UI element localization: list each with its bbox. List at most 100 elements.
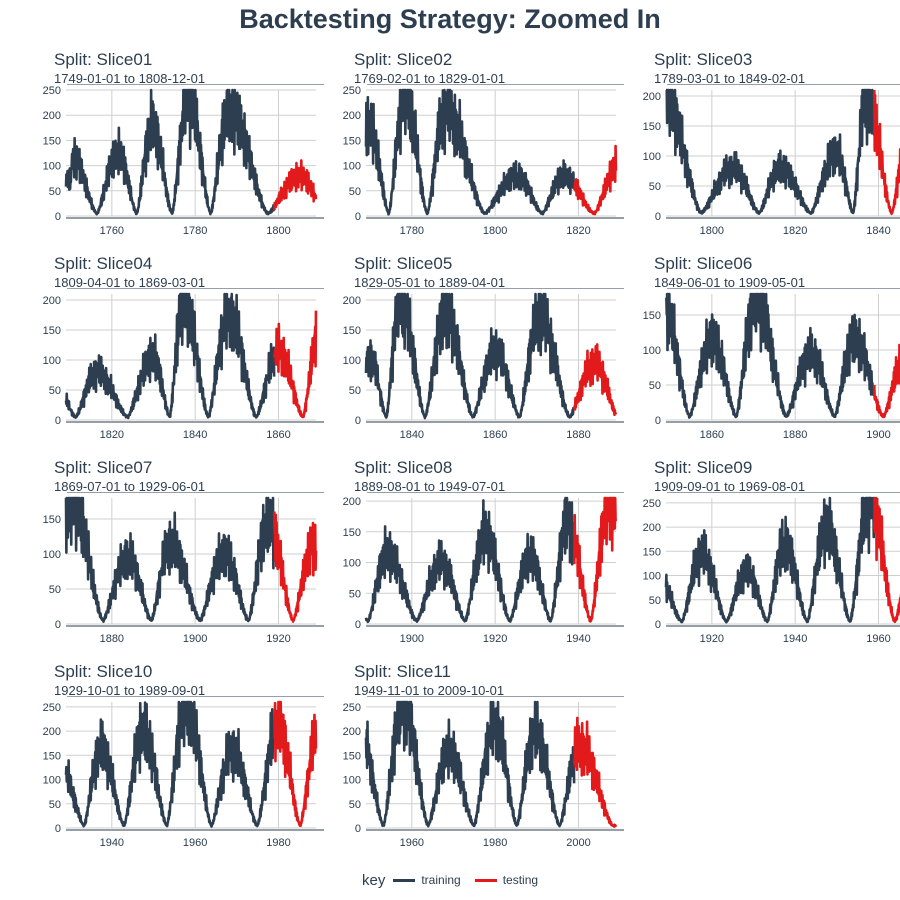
legend-swatch-training — [393, 878, 416, 882]
y-tick-label: 150 — [343, 325, 361, 337]
training-line — [364, 700, 576, 828]
training-line — [665, 292, 876, 419]
y-tick-label: 0 — [355, 211, 361, 223]
y-tick-label: 200 — [343, 726, 361, 738]
testing-line — [273, 310, 318, 419]
y-tick-label: 100 — [643, 151, 661, 163]
x-tick-label: 1840 — [183, 429, 207, 441]
y-tick-label: 0 — [55, 415, 61, 427]
panel-plot: 0 50 100 150 1860 1880 1900 — [643, 288, 900, 441]
testing-line — [573, 144, 618, 216]
x-tick-label: 1960 — [400, 837, 424, 849]
x-tick-label: 1920 — [483, 633, 507, 645]
panel-title: Split: Slice08 — [354, 458, 453, 477]
testing-line — [573, 496, 618, 623]
x-tick-label: 1820 — [100, 429, 124, 441]
legend-item-testing: testing — [474, 873, 539, 887]
y-tick-label: 200 — [343, 496, 361, 508]
y-tick-label: 150 — [43, 750, 61, 762]
panel-subtitle: 1809-04-01 to 1869-03-01 — [54, 275, 206, 290]
y-tick-label: 150 — [43, 325, 61, 337]
y-tick-label: 200 — [643, 91, 661, 103]
panel-title: Split: Slice09 — [654, 458, 753, 477]
y-tick-label: 100 — [643, 345, 661, 357]
y-tick-label: 0 — [655, 415, 661, 427]
y-tick-label: 100 — [643, 571, 661, 583]
y-tick-label: 200 — [43, 110, 61, 122]
panel-plot: 0 50 100 150 200 250 1960 1980 2000 — [343, 696, 624, 849]
y-tick-label: 50 — [649, 181, 661, 193]
x-tick-label: 1980 — [266, 837, 290, 849]
y-tick-label: 0 — [655, 619, 661, 631]
panel-plot: 0 50 100 150 200 250 1760 1780 1800 — [43, 84, 324, 237]
testing-line — [873, 496, 900, 624]
panel-slice11: Split: Slice11 1949-11-01 to 2009-10-01 0 5… — [343, 662, 644, 852]
panel-plot: 0 50 100 150 1880 1900 1920 — [43, 492, 324, 645]
x-tick-label: 1800 — [700, 225, 724, 237]
y-tick-label: 100 — [43, 161, 61, 173]
panel-subtitle: 1909-09-01 to 1969-08-01 — [654, 479, 806, 494]
y-tick-label: 250 — [343, 702, 361, 714]
y-tick-label: 200 — [343, 110, 361, 122]
x-tick-label: 1860 — [266, 429, 290, 441]
y-tick-label: 0 — [55, 619, 61, 631]
x-tick-label: 1880 — [566, 429, 590, 441]
legend-label-testing: testing — [502, 873, 539, 887]
testing-line — [573, 343, 618, 417]
y-tick-label: 50 — [49, 799, 61, 811]
panel-title: Split: Slice05 — [354, 254, 453, 273]
training-line — [64, 700, 276, 828]
y-tick-label: 50 — [649, 380, 661, 392]
y-tick-label: 0 — [355, 415, 361, 427]
y-tick-label: 100 — [43, 355, 61, 367]
y-tick-label: 0 — [355, 823, 361, 835]
panel-subtitle: 1929-10-01 to 1989-09-01 — [54, 683, 206, 698]
y-tick-label: 150 — [43, 135, 61, 147]
x-tick-label: 1840 — [400, 429, 424, 441]
x-tick-label: 1820 — [566, 225, 590, 237]
panel-plot: 0 50 100 150 200 1840 1860 1880 — [343, 288, 624, 441]
panel-plot: 0 50 100 150 200 1820 1840 1860 — [43, 288, 324, 441]
panel-slice10: Split: Slice10 1929-10-01 to 1989-09-01 0 5… — [43, 662, 344, 852]
panel-slice01: Split: Slice01 1749-01-01 to 1808-12-01 0 5… — [43, 50, 344, 240]
x-tick-label: 1920 — [700, 633, 724, 645]
panel-title: Split: Slice11 — [354, 662, 452, 681]
y-tick-label: 250 — [43, 702, 61, 714]
panel-subtitle: 1889-08-01 to 1949-07-01 — [354, 479, 506, 494]
legend-label-training: training — [421, 873, 461, 887]
y-tick-label: 150 — [43, 514, 61, 526]
panel-title: Split: Slice10 — [54, 662, 153, 681]
x-tick-label: 1960 — [183, 837, 207, 849]
y-tick-label: 50 — [349, 588, 361, 600]
testing-line — [573, 716, 618, 828]
x-tick-label: 1800 — [483, 225, 507, 237]
testing-line — [273, 700, 318, 828]
y-tick-label: 150 — [343, 750, 361, 762]
x-tick-label: 1760 — [100, 225, 124, 237]
y-tick-label: 150 — [643, 546, 661, 558]
training-line — [64, 496, 276, 623]
x-tick-label: 1860 — [700, 429, 724, 441]
y-tick-label: 50 — [49, 584, 61, 596]
training-line — [364, 88, 576, 216]
x-tick-label: 1780 — [400, 225, 424, 237]
legend-swatch-testing — [474, 878, 497, 882]
x-tick-label: 1840 — [866, 225, 890, 237]
y-tick-label: 150 — [343, 527, 361, 539]
panel-slice08: Split: Slice08 1889-08-01 to 1949-07-01 0 5… — [343, 458, 644, 648]
y-tick-label: 100 — [43, 775, 61, 787]
panel-plot: 0 50 100 150 200 250 1780 1800 1820 — [343, 84, 624, 237]
x-tick-label: 1980 — [483, 837, 507, 849]
panel-slice05: Split: Slice05 1829-05-01 to 1889-04-01 0 5… — [343, 254, 644, 444]
y-tick-label: 200 — [343, 295, 361, 307]
testing-line — [873, 343, 900, 419]
y-tick-label: 50 — [649, 595, 661, 607]
x-tick-label: 1780 — [183, 225, 207, 237]
y-tick-label: 150 — [643, 121, 661, 133]
panel-slice06: Split: Slice06 1849-06-01 to 1909-05-01 0 5… — [643, 254, 900, 444]
y-tick-label: 100 — [343, 558, 361, 570]
panel-subtitle: 1849-06-01 to 1909-05-01 — [654, 275, 806, 290]
panel-subtitle: 1789-03-01 to 1849-02-01 — [654, 71, 806, 86]
panel-slice07: Split: Slice07 1869-07-01 to 1929-06-01 0 5… — [43, 458, 344, 648]
y-tick-label: 250 — [643, 498, 661, 510]
